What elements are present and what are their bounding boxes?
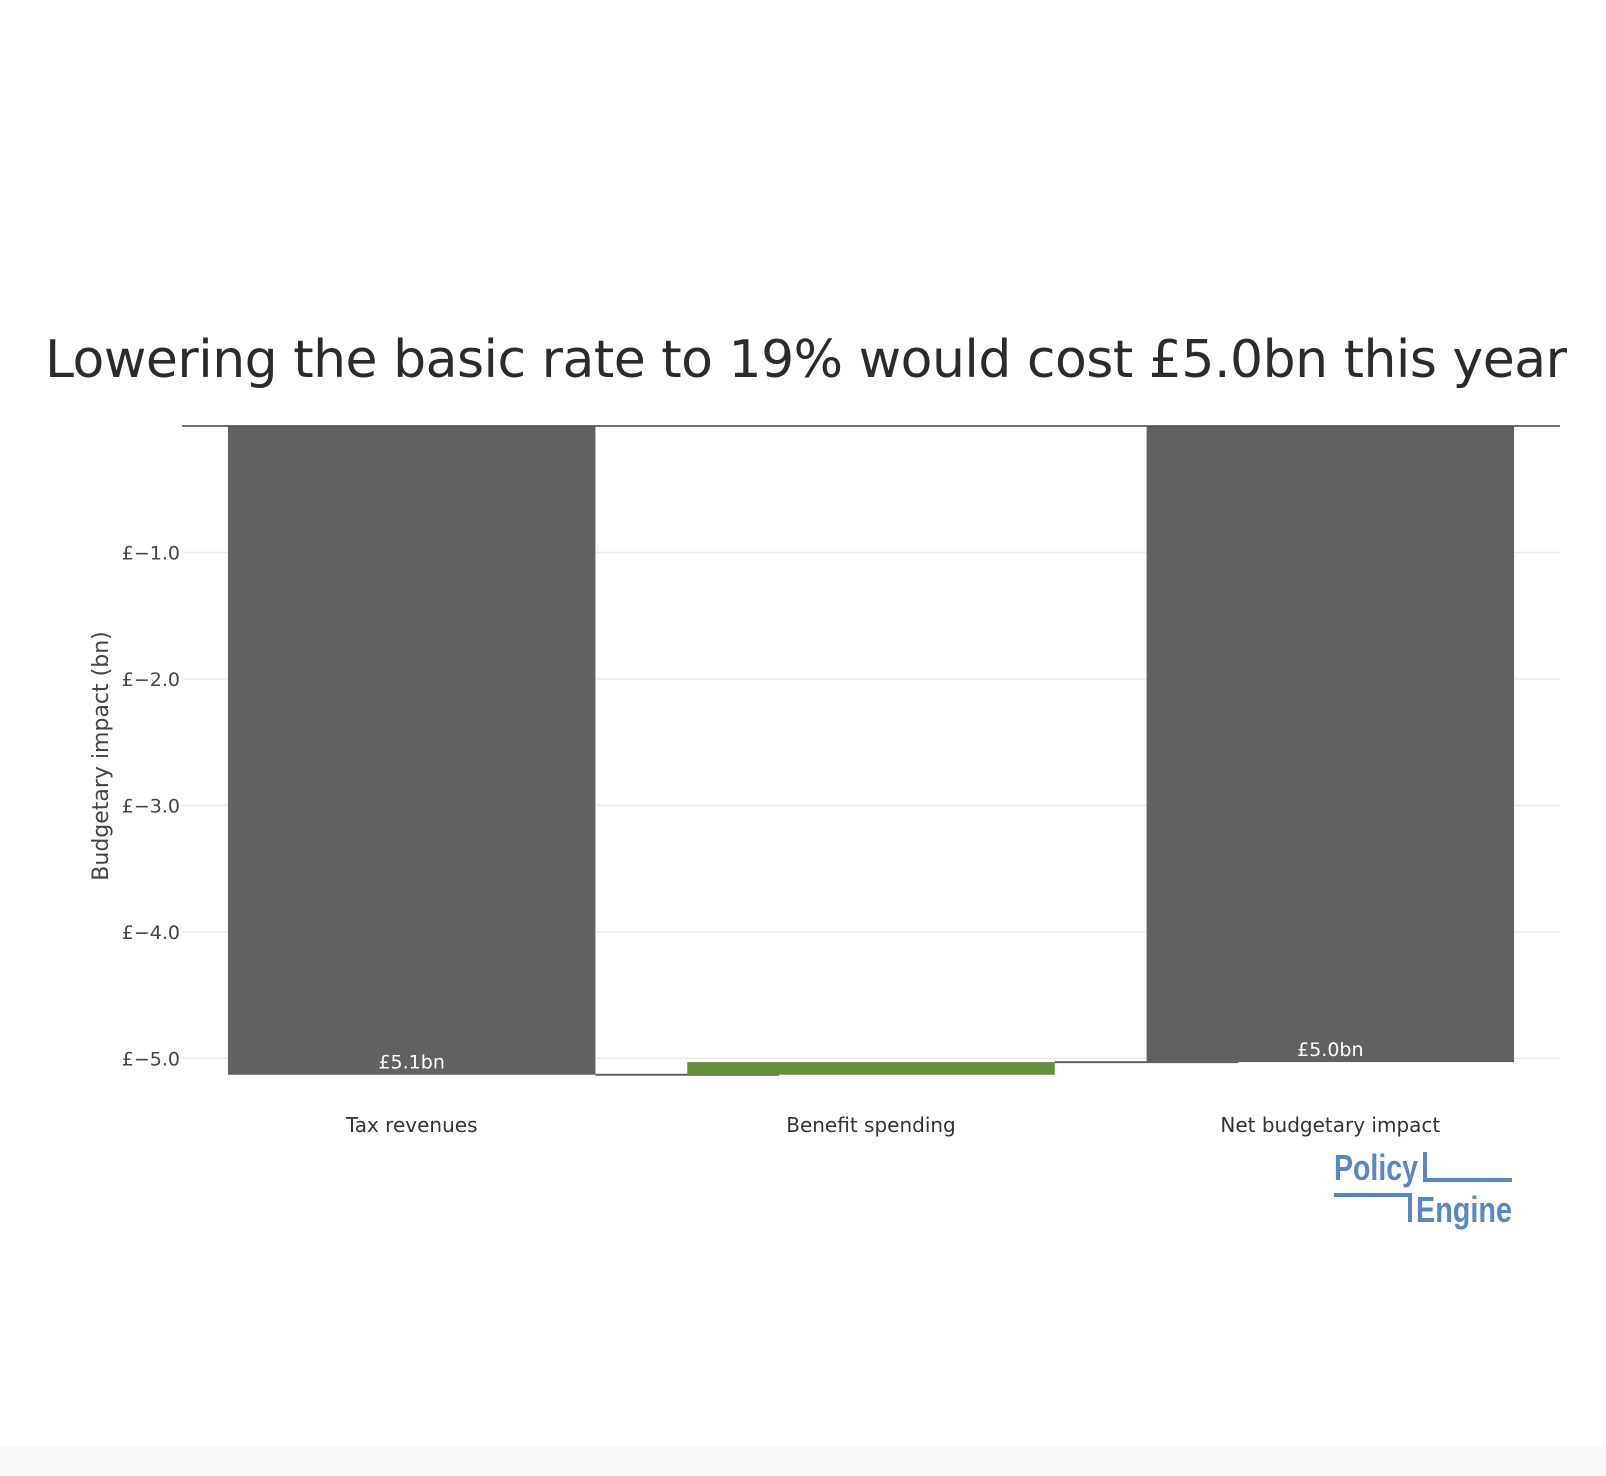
bar-value-label: £5.0bn bbox=[1297, 1039, 1363, 1061]
y-tick-label: £−1.0 bbox=[122, 542, 180, 564]
x-category-label: Tax revenues bbox=[345, 1113, 478, 1137]
y-tick-label: £−3.0 bbox=[122, 795, 180, 817]
policyengine-logo: Policy Engine bbox=[1334, 1152, 1512, 1230]
chart-title: Lowering the basic rate to 19% would cos… bbox=[45, 330, 1567, 390]
y-tick-labels: £−1.0 £−2.0 £−3.0 £−4.0 £−5.0 bbox=[122, 542, 180, 1070]
x-category-label: Benefit spending bbox=[786, 1113, 956, 1137]
bar-tax-revenues bbox=[227, 426, 596, 1075]
y-tick-label: £−2.0 bbox=[122, 669, 180, 691]
bar-net-budgetary-impact bbox=[1146, 426, 1515, 1063]
bottom-strip bbox=[0, 1446, 1606, 1476]
bars bbox=[227, 426, 1515, 1075]
data-labels: £5.1bn £5.0bn bbox=[378, 1039, 1363, 1074]
x-category-label: Net budgetary impact bbox=[1220, 1113, 1440, 1137]
y-tick-label: £−4.0 bbox=[122, 922, 180, 944]
svg-text:Engine: Engine bbox=[1416, 1189, 1512, 1230]
bar-value-label: £5.1bn bbox=[378, 1052, 444, 1074]
y-tick-label: £−5.0 bbox=[122, 1048, 180, 1070]
svg-text:Policy: Policy bbox=[1334, 1152, 1418, 1188]
y-axis-title: Budgetary impact (bn) bbox=[89, 631, 114, 880]
bar-benefit-spending bbox=[687, 1062, 1055, 1075]
x-category-labels: Tax revenues Benefit spending Net budgetar… bbox=[345, 1113, 1441, 1137]
